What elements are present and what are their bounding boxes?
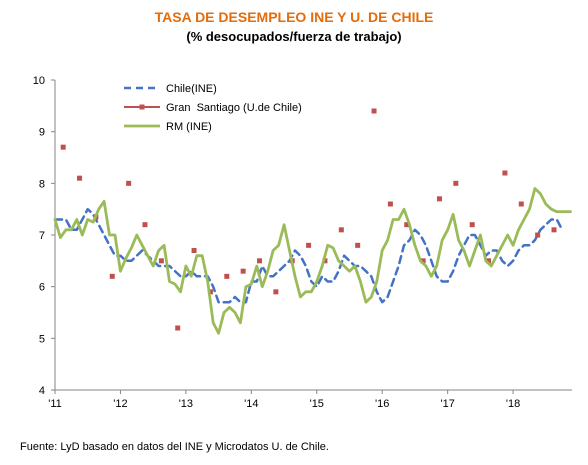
y-tick-label: 7 [39, 230, 45, 242]
data-point-gran-santiago [257, 258, 263, 264]
data-point-gran-santiago [224, 273, 230, 279]
series-group [53, 108, 572, 335]
y-tick-label: 4 [39, 385, 45, 397]
data-point-gran-santiago [77, 175, 83, 181]
data-point-gran-santiago [486, 258, 492, 264]
legend-marker-gran-santiago [139, 104, 145, 110]
data-point-gran-santiago [551, 227, 557, 233]
legend: Chile(INE) Gran Santiago (U.de Chile) RM (… [124, 83, 302, 133]
y-tick-label: 9 [39, 127, 45, 139]
legend-label: Chile(INE) [166, 83, 217, 95]
data-point-gran-santiago [371, 108, 377, 114]
data-point-gran-santiago [535, 232, 541, 238]
data-point-gran-santiago [191, 248, 197, 253]
data-point-gran-santiago [306, 242, 312, 248]
data-point-gran-santiago [355, 242, 361, 248]
chart-title: TASA DE DESEMPLEO INE Y U. DE CHILE [154, 9, 434, 25]
y-tick-label: 10 [33, 75, 45, 87]
data-point-gran-santiago [469, 222, 475, 228]
y-tick-label: 5 [39, 333, 45, 345]
x-tick-label: '15 [310, 398, 324, 410]
x-tick-label: '18 [506, 398, 520, 410]
data-point-gran-santiago [404, 222, 410, 228]
data-point-gran-santiago [240, 268, 246, 274]
data-point-gran-santiago [518, 201, 524, 207]
legend-label: Gran Santiago (U.de Chile) [166, 102, 302, 114]
source-note: Fuente: LyD basado en datos del INE y Mi… [20, 441, 329, 453]
line-chart: 4 5 6 7 8 9 10 '11 '12 '13 '14 '15 '16 '17 '18 Chile(… [33, 75, 572, 410]
data-point-gran-santiago [273, 289, 279, 295]
x-tick-label: '16 [375, 398, 389, 410]
x-tick-label: '12 [113, 398, 127, 410]
data-point-gran-santiago [109, 273, 115, 279]
data-point-gran-santiago [387, 201, 393, 207]
y-tick-label: 6 [39, 282, 45, 294]
chart-subtitle: (% desocupados/fuerza de trabajo) [186, 29, 402, 44]
data-point-gran-santiago [436, 196, 442, 202]
data-point-gran-santiago [502, 170, 508, 176]
x-tick-label: '17 [440, 398, 454, 410]
x-axis: '11 '12 '13 '14 '15 '16 '17 '18 [48, 389, 572, 410]
data-point-gran-santiago [158, 258, 164, 264]
y-tick-label: 8 [39, 178, 45, 190]
x-tick-label: '14 [244, 398, 258, 410]
x-tick-label: '13 [179, 398, 193, 410]
data-point-gran-santiago [126, 180, 132, 186]
data-point-gran-santiago [420, 258, 426, 264]
data-point-gran-santiago [338, 227, 344, 233]
series-line-chile-ine [53, 207, 564, 304]
y-axis: 4 5 6 7 8 9 10 [33, 75, 56, 397]
data-point-gran-santiago [175, 325, 181, 331]
series-line-rm-ine [53, 187, 572, 335]
data-point-gran-santiago [142, 222, 148, 228]
legend-label: RM (INE) [166, 121, 212, 133]
x-tick-label: '11 [48, 398, 62, 410]
data-point-gran-santiago [60, 144, 66, 150]
data-point-gran-santiago [453, 180, 459, 186]
